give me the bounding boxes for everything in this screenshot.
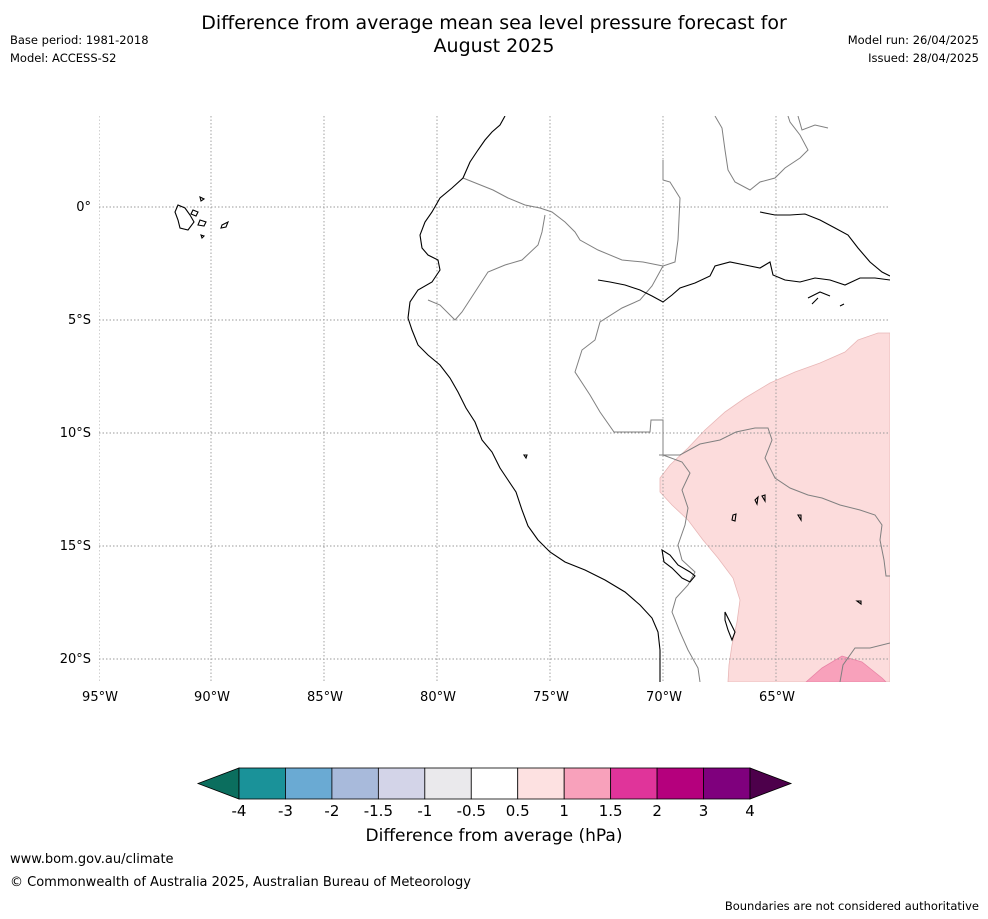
colorbar-tick-label: 0.5 <box>506 802 530 820</box>
colorbar-extend-low <box>196 767 240 800</box>
colorbar-tick-label: 1 <box>559 802 569 820</box>
colorbar-box <box>377 767 426 800</box>
lat-label-0: 0° <box>76 200 91 215</box>
lon-label-95w: 95°W <box>82 690 118 705</box>
lon-label-65w: 65°W <box>759 690 795 705</box>
gridlines <box>99 116 890 682</box>
model-run: Model run: 26/04/2025 <box>847 33 979 47</box>
model-name: Model: ACCESS-S2 <box>10 51 117 65</box>
colorbar-box <box>238 767 286 800</box>
footer-url: www.bom.gov.au/climate <box>10 852 174 867</box>
colorbar-tick-label: -1 <box>417 802 432 820</box>
lat-label-10s: 10°S <box>60 426 91 441</box>
issued-date: Issued: 28/04/2025 <box>868 51 979 65</box>
colorbar-box <box>610 767 658 800</box>
chart-title: Difference from average mean sea level p… <box>0 12 988 58</box>
footer-note: Boundaries are not considered authoritat… <box>724 899 979 913</box>
colorbar-box <box>517 767 565 800</box>
colorbar-box <box>331 767 379 800</box>
meta-left: Base period: 1981-2018 Model: ACCESS-S2 <box>10 31 149 67</box>
lon-label-75w: 75°W <box>533 690 569 705</box>
base-period: Base period: 1981-2018 <box>10 33 149 47</box>
meta-right: Model run: 26/04/2025 Issued: 28/04/2025 <box>848 31 979 67</box>
colorbar-tick-label: -3 <box>278 802 293 820</box>
lon-label-70w: 70°W <box>646 690 682 705</box>
anomaly-region-1-1.5 <box>805 655 887 682</box>
coastlines <box>174 116 890 682</box>
colorbar-ticks: -4 -3 -2 -1.5 -1 -0.5 0.5 1 1.5 2 3 4 <box>232 802 755 820</box>
latitude-labels: 0° 5°S 10°S 15°S 20°S <box>60 200 91 667</box>
map: 95°W 90°W 85°W 80°W 75°W 70°W 65°W 0° 5°… <box>60 116 890 705</box>
colorbar-box <box>703 767 751 800</box>
colorbar-tick-label: 3 <box>699 802 709 820</box>
title-line-2: August 2025 <box>433 35 555 57</box>
colorbar-box <box>285 767 333 800</box>
lat-label-15s: 15°S <box>60 539 91 554</box>
colorbar-box <box>656 767 704 800</box>
colorbar-box <box>563 767 612 800</box>
colorbar-tick-label: -4 <box>232 802 247 820</box>
title-line-1: Difference from average mean sea level p… <box>201 12 787 34</box>
colorbar-box <box>470 767 519 800</box>
colorbar-tick-label: -2 <box>324 802 339 820</box>
lat-label-20s: 20°S <box>60 652 91 667</box>
colorbar-tick-label: 1.5 <box>599 802 623 820</box>
colorbar-boxes <box>196 767 793 800</box>
colorbar-tick-label: -1.5 <box>364 802 393 820</box>
footer-copyright: © Commonwealth of Australia 2025, Austra… <box>10 875 471 890</box>
lat-label-5s: 5°S <box>68 313 91 328</box>
colorbar-box <box>424 767 472 800</box>
colorbar-label: Difference from average (hPa) <box>365 826 623 846</box>
anomaly-region-0.5-1 <box>659 332 890 682</box>
colorbar-extend-high <box>749 767 793 800</box>
colorbar-tick-label: 2 <box>652 802 662 820</box>
lon-label-80w: 80°W <box>420 690 456 705</box>
lon-label-85w: 85°W <box>307 690 343 705</box>
lon-label-90w: 90°W <box>194 690 230 705</box>
country-borders <box>427 116 890 682</box>
colorbar-tick-label: 4 <box>745 802 755 820</box>
colorbar-tick-label: -0.5 <box>457 802 486 820</box>
longitude-labels: 95°W 90°W 85°W 80°W 75°W 70°W 65°W <box>82 690 795 705</box>
